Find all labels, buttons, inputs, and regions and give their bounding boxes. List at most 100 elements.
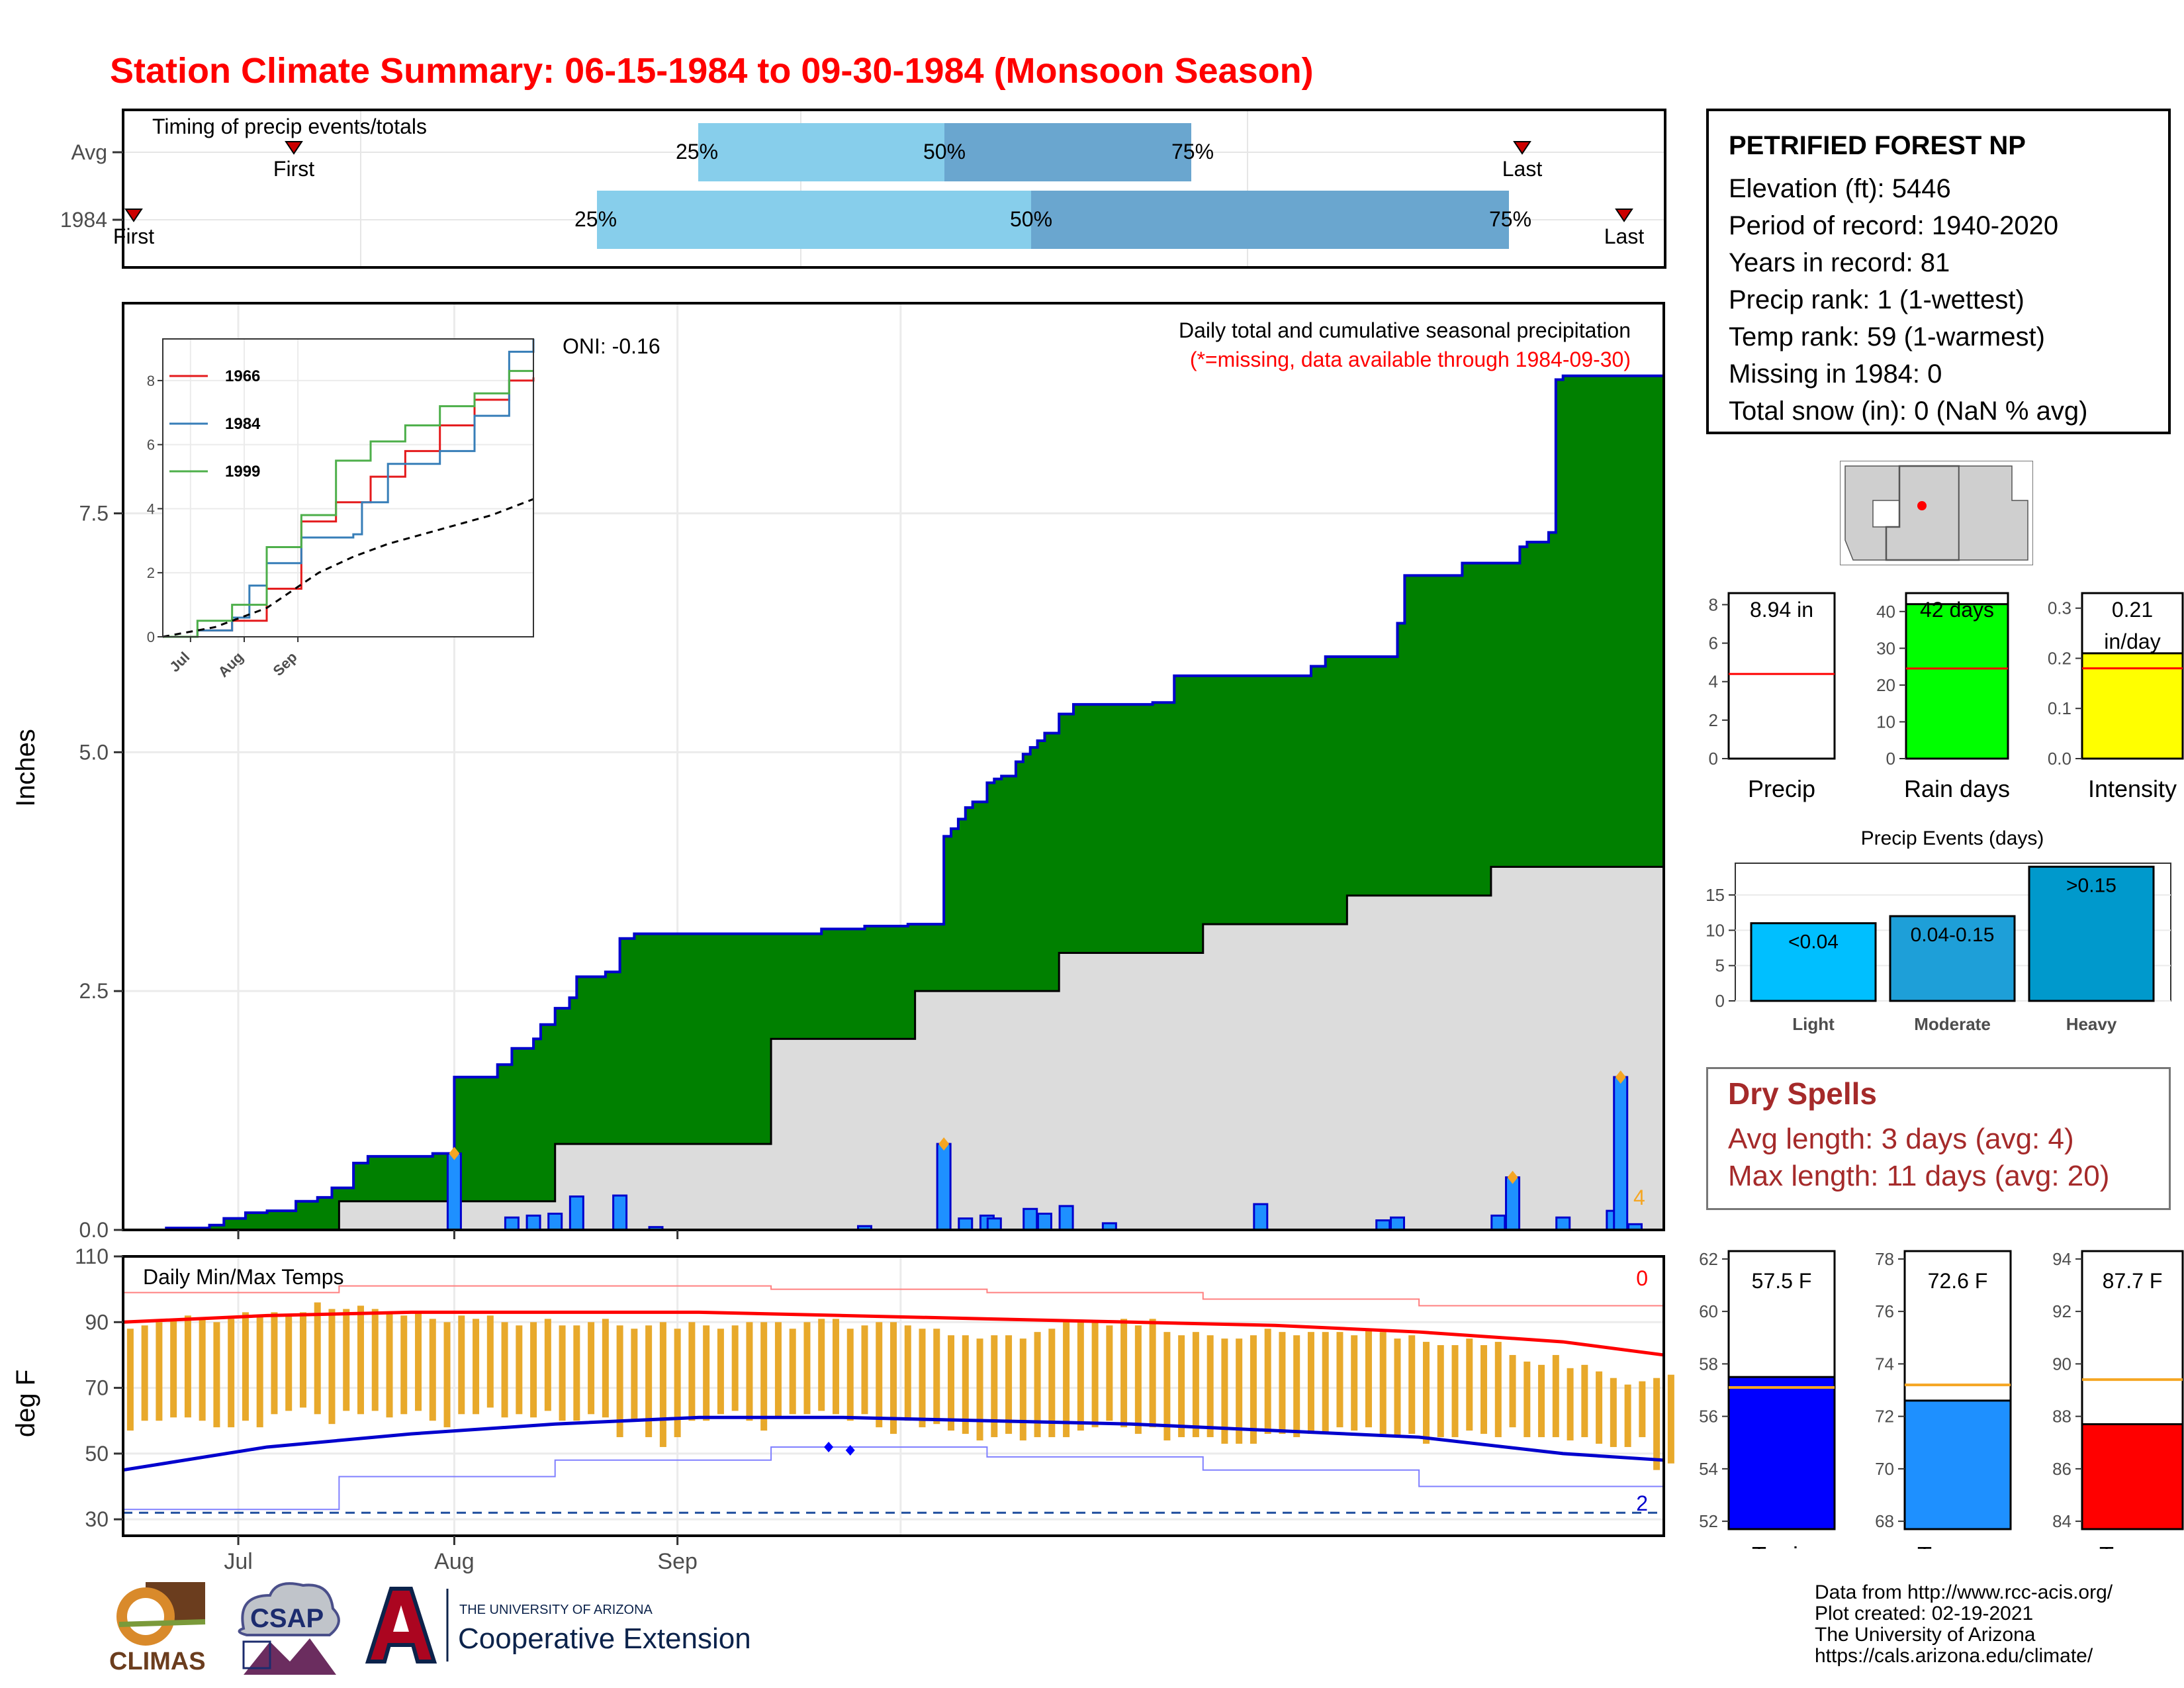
precip-note: Daily total and cumulative seasonal prec… xyxy=(1179,318,1631,342)
daily-temp-range-bar xyxy=(1351,1335,1358,1431)
daily-temp-range-bar xyxy=(1509,1354,1516,1428)
inset-xtick-label: Sep xyxy=(269,649,300,679)
daily-temp-range-bar xyxy=(1178,1335,1185,1438)
daily-temp-range-bar xyxy=(429,1319,436,1421)
daily-temp-range-bar xyxy=(1236,1338,1243,1444)
temp-summary-ytick-label: 68 xyxy=(1875,1511,1894,1531)
daily-temp-range-bar xyxy=(1653,1378,1661,1470)
logos-row: CLIMAS CSAP THE UNIVERSITY OF ARIZONA Co… xyxy=(106,1575,768,1688)
summary-ytick-label: 0.3 xyxy=(2048,598,2071,618)
daily-temp-range-bar xyxy=(473,1319,480,1415)
record-min-line xyxy=(123,1446,1664,1511)
timing-row-label: Avg xyxy=(71,140,107,164)
daily-precip-bar xyxy=(525,1214,541,1231)
summary-value-label: 0.21 xyxy=(2112,598,2153,622)
daily-precip-bar xyxy=(446,1152,462,1231)
timing-q25-label: 25% xyxy=(574,207,617,231)
daily-precip-bar xyxy=(569,1195,584,1231)
daily-temp-range-bar xyxy=(688,1322,696,1421)
missing-count-label: 4 xyxy=(1633,1186,1645,1209)
daily-temp-range-bar xyxy=(602,1319,609,1418)
daily-temp-range-bar xyxy=(746,1322,753,1421)
daily-temp-range-bar xyxy=(1567,1368,1574,1441)
daily-temp-range-bar xyxy=(242,1312,249,1421)
event-bar xyxy=(1889,915,2016,1002)
daily-temp-range-bar xyxy=(789,1329,796,1415)
station-info-line: Elevation (ft): 5446 xyxy=(1729,174,1951,203)
daily-temp-range-bar xyxy=(1264,1329,1271,1434)
daily-precip-bar xyxy=(1555,1216,1571,1231)
daily-temp-range-bar xyxy=(1581,1364,1588,1438)
summary-bar xyxy=(1905,603,2009,760)
timing-q50-label: 50% xyxy=(1010,207,1052,231)
inset-average-line xyxy=(162,498,534,638)
footer-line: Data from http://www.rcc-acis.org/ xyxy=(1815,1581,2113,1603)
daily-temp-range-bar xyxy=(213,1322,220,1428)
daily-temp-range-bar xyxy=(1423,1342,1430,1444)
dry-spells-title: Dry Spells xyxy=(1728,1076,1877,1111)
summary-bar-label: Precip xyxy=(1748,775,1815,802)
station-map xyxy=(1840,461,2033,565)
daily-temp-range-bar xyxy=(1322,1332,1329,1434)
last-event-marker-icon xyxy=(1615,209,1633,222)
temp-summary-ytick-label: 94 xyxy=(2052,1249,2071,1269)
daily-precip-bar xyxy=(1253,1203,1269,1231)
csap-logo-text: CSAP xyxy=(250,1604,324,1633)
daily-temp-range-bar xyxy=(443,1322,451,1428)
temp-summary-ytick-label: 52 xyxy=(1699,1511,1718,1531)
timing-q75-label: 75% xyxy=(1171,140,1214,164)
summary-ytick-label: 0.2 xyxy=(2048,648,2071,668)
daily-temp-range-bar xyxy=(1552,1354,1559,1438)
daily-temp-range-bar xyxy=(1494,1342,1502,1438)
daily-temp-range-bar xyxy=(1019,1338,1026,1441)
ua-logo: THE UNIVERSITY OF ARIZONA Cooperative Ex… xyxy=(365,1587,751,1664)
daily-precip-bar xyxy=(1613,1076,1629,1231)
summary-bar-label: Rain days xyxy=(1904,775,2010,802)
avg-max-line xyxy=(122,1310,1664,1357)
precip-ylabel: Inches xyxy=(11,729,40,807)
avg-min-line xyxy=(122,1415,1664,1472)
ua-name-text: THE UNIVERSITY OF ARIZONA xyxy=(459,1603,653,1617)
summary-ytick-label: 6 xyxy=(1709,633,1718,653)
dry-spells-max: Max length: 11 days (avg: 20) xyxy=(1728,1160,2110,1192)
daily-temp-range-bar xyxy=(371,1309,379,1411)
daily-temp-range-bar xyxy=(1134,1325,1142,1434)
daily-temp-range-bar xyxy=(285,1315,293,1411)
daily-temp-range-bar xyxy=(170,1319,177,1418)
station-info-line: Missing in 1984: 0 xyxy=(1729,359,1942,389)
last-event-label: Last xyxy=(1604,224,1645,248)
timing-q25-label: 25% xyxy=(676,140,718,164)
daily-temp-range-bar xyxy=(588,1322,595,1415)
precip-frame xyxy=(122,302,1665,1231)
daily-temp-range-bar xyxy=(1596,1371,1603,1444)
daily-temp-range-bar xyxy=(1091,1322,1099,1428)
daily-temp-range-bar xyxy=(400,1315,408,1415)
daily-temp-range-bar xyxy=(876,1322,883,1428)
temp-ytick-label: 110 xyxy=(75,1244,109,1268)
temp-summary-ytick-label: 76 xyxy=(1875,1301,1894,1321)
precip-chart: 0.0 2.5 5.0 7.5 Inches Daily total and cumula… xyxy=(11,302,1665,1242)
daily-temp-range-bar xyxy=(1120,1319,1128,1428)
daily-precip-bar xyxy=(1058,1205,1074,1231)
daily-temp-range-bar xyxy=(1466,1338,1473,1431)
heavy-event-marker-icon xyxy=(449,1147,460,1160)
daily-temp-range-bar xyxy=(1221,1338,1228,1444)
events-ytick-label: 15 xyxy=(1706,885,1725,905)
event-bar xyxy=(1750,922,1877,1002)
precip-events-panel: Precip Events (days) 0 5 10 15 <0.04 Light 0.04… xyxy=(1706,827,2171,1034)
cumulative-1984-line xyxy=(123,374,1664,1231)
event-category-label: Heavy xyxy=(2066,1014,2117,1034)
cumulative-average-area xyxy=(123,819,1664,1230)
daily-temp-range-bar xyxy=(760,1322,768,1431)
summary-ytick-label: 30 xyxy=(1876,638,1895,658)
daily-precip-bar xyxy=(1505,1176,1521,1231)
daily-precip-bar xyxy=(1375,1219,1391,1231)
temp-summary-ytick-label: 88 xyxy=(2052,1407,2071,1427)
timing-q75-label: 75% xyxy=(1489,207,1531,231)
timing-panel-label: Timing of precip events/totals xyxy=(152,115,427,138)
daily-precip-bar xyxy=(612,1194,628,1231)
daily-temp-range-bar xyxy=(1379,1332,1387,1434)
station-info-box: PETRIFIED FOREST NP Elevation (ft): 5446… xyxy=(1706,109,2171,434)
events-ytick-label: 10 xyxy=(1706,920,1725,940)
daily-temp-range-bar xyxy=(1336,1332,1343,1428)
